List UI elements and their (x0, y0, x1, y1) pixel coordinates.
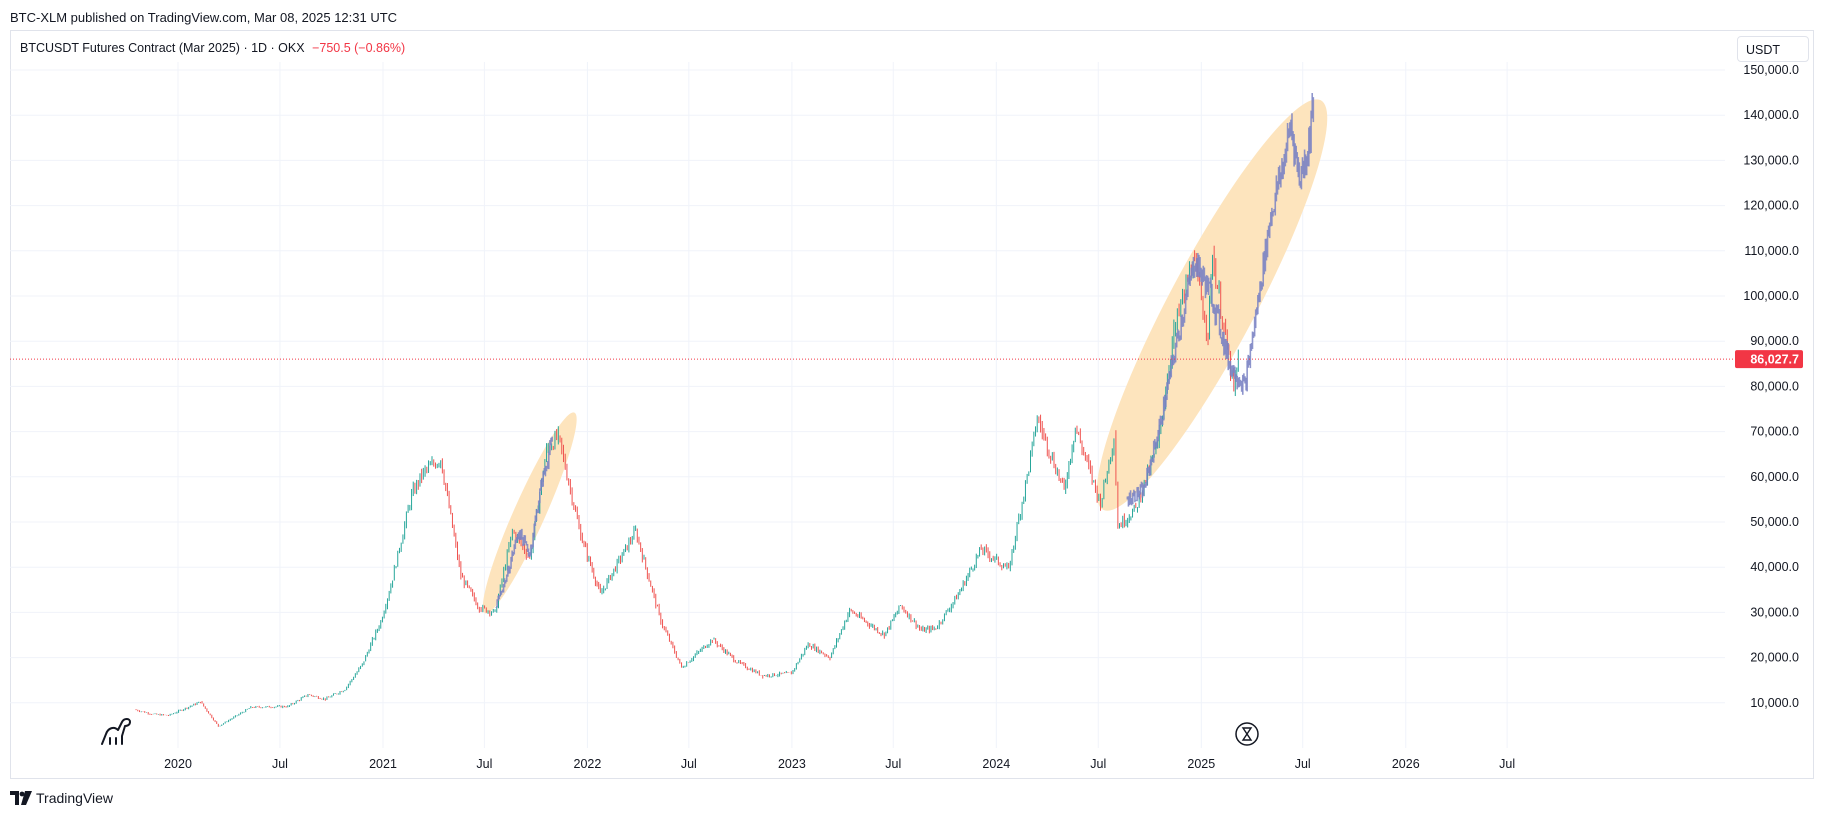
x-tick-label: Jul (272, 757, 288, 771)
y-tick-label: 60,000.0 (1750, 470, 1799, 484)
x-tick-label: 2026 (1392, 757, 1420, 771)
y-tick-label: 100,000.0 (1743, 289, 1799, 303)
y-tick-label: 120,000.0 (1743, 199, 1799, 213)
y-tick-label: 30,000.0 (1750, 605, 1799, 619)
y-tick-label: 140,000.0 (1743, 108, 1799, 122)
y-tick-label: 70,000.0 (1750, 425, 1799, 439)
x-tick-label: Jul (885, 757, 901, 771)
last-price-marker: 86,027.7 (10, 350, 1803, 369)
currency-button[interactable]: USDT (1737, 36, 1809, 62)
candles (135, 245, 1239, 727)
footer-brand[interactable]: TradingView (10, 790, 113, 806)
x-tick-label: 2023 (778, 757, 806, 771)
y-tick-label: 80,000.0 (1750, 379, 1799, 393)
x-tick-label: Jul (1295, 757, 1311, 771)
y-tick-label: 10,000.0 (1750, 696, 1799, 710)
hourglass-icon[interactable] (1235, 722, 1259, 746)
last-price-badge (1735, 350, 1803, 369)
x-tick-label: 2021 (369, 757, 397, 771)
published-caption: BTC-XLM published on TradingView.com, Ma… (10, 10, 398, 25)
y-tick-label: 110,000.0 (1744, 244, 1799, 258)
last-price-label: 86,027.7 (1750, 353, 1799, 367)
x-tick-label: Jul (1499, 757, 1515, 771)
x-tick-label: Jul (681, 757, 697, 771)
y-tick-label: 40,000.0 (1750, 560, 1799, 574)
highlight-ellipse (482, 412, 577, 614)
price-change: −750.5 (−0.86%) (312, 41, 406, 55)
dino-icon (101, 718, 131, 745)
x-axis: 2020 Jul 2021 Jul 2022 Jul 2023 Jul 2024 Jul 2025 J… (164, 757, 1515, 771)
y-tick-label: 150,000.0 (1743, 63, 1799, 77)
y-tick-label: 130,000.0 (1743, 153, 1799, 167)
x-tick-label: 2022 (574, 757, 602, 771)
chart-legend: BTCUSDT Futures Contract (Mar 2025) · 1D… (20, 41, 405, 55)
chart-frame (10, 30, 1814, 779)
projection-bars (495, 93, 1315, 608)
tradingview-logo-icon (10, 791, 32, 805)
y-tick-label: 20,000.0 (1750, 651, 1799, 665)
x-tick-label: 2020 (164, 757, 192, 771)
chart-grid (10, 62, 1725, 748)
x-tick-label: 2025 (1187, 757, 1215, 771)
y-tick-label: 50,000.0 (1750, 515, 1799, 529)
brand-label: TradingView (36, 790, 114, 806)
y-tick-label: 90,000.0 (1750, 334, 1799, 348)
x-tick-label: Jul (476, 757, 492, 771)
symbol-label[interactable]: BTCUSDT Futures Contract (Mar 2025) · 1D… (20, 41, 305, 55)
y-axis: 150,000.0 140,000.0 130,000.0 120,000.0 110,… (1743, 63, 1799, 710)
x-tick-label: 2024 (982, 757, 1010, 771)
x-tick-label: Jul (1090, 757, 1106, 771)
